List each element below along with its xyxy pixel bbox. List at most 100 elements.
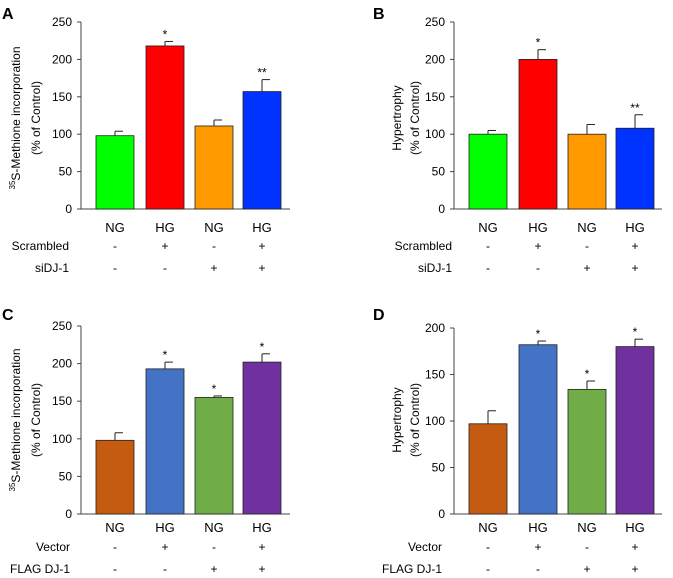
bar (518, 59, 558, 210)
condition-mark: - (486, 239, 490, 253)
bar (194, 397, 234, 515)
y-tick-label: 150 (425, 368, 445, 382)
condition-row-label: Vector (36, 540, 70, 554)
condition-mark: - (585, 540, 589, 554)
y-tick-label: 0 (65, 202, 72, 216)
category-label: HG (528, 520, 548, 535)
condition-mark: - (163, 261, 167, 275)
bar (194, 125, 234, 210)
category-label: NG (204, 520, 224, 535)
y-tick-label: 150 (425, 90, 445, 104)
condition-mark: - (536, 562, 540, 576)
y-axis-title: 35S-Methione incorporation (8, 47, 23, 190)
bar (567, 133, 607, 210)
y-tick-label: 200 (425, 52, 445, 66)
y-axis-title-line2: (% of Control) (29, 81, 43, 155)
bar (145, 368, 185, 515)
category-label: NG (204, 220, 224, 235)
condition-row-label: siDJ-1 (35, 261, 69, 275)
panel-letter: C (2, 307, 14, 324)
y-axis-title-line2: (% of Control) (408, 81, 422, 155)
significance-marker: ** (257, 66, 267, 80)
bar (95, 135, 135, 210)
condition-row-label: siDJ-1 (418, 261, 452, 275)
bar (468, 423, 508, 515)
condition-row-label: Scrambled (395, 239, 452, 253)
condition-mark: + (258, 261, 265, 275)
category-label: HG (252, 520, 272, 535)
condition-mark: - (113, 239, 117, 253)
y-axis-title: Hypertrophy (390, 387, 404, 452)
y-tick-label: 250 (52, 15, 72, 29)
y-tick-label: 250 (425, 15, 445, 29)
condition-mark: + (631, 562, 638, 576)
significance-marker: * (163, 27, 168, 41)
y-tick-label: 200 (425, 321, 445, 335)
category-label: NG (105, 220, 125, 235)
chart-panel-c: C 0 50 100 150 200 250 35S-Methione incorporati… (2, 307, 290, 576)
condition-mark: + (161, 540, 168, 554)
significance-marker: * (536, 327, 541, 341)
condition-mark: - (536, 261, 540, 275)
bar (615, 127, 655, 210)
category-label: HG (155, 220, 175, 235)
bar (242, 361, 282, 515)
condition-mark: + (534, 540, 541, 554)
condition-mark: + (210, 261, 217, 275)
condition-row-label: FLAG DJ-1 (382, 562, 442, 576)
panel-letter: B (373, 6, 385, 23)
y-tick-label: 100 (52, 127, 72, 141)
category-label: HG (252, 220, 272, 235)
condition-mark: - (486, 261, 490, 275)
bar (567, 388, 607, 515)
condition-mark: - (212, 239, 216, 253)
condition-mark: + (258, 540, 265, 554)
significance-marker: * (260, 340, 265, 354)
chart-panel-b: B 0 50 100 150 200 250 Hypertrophy (% of Control… (373, 6, 662, 275)
y-axis-title: 35S-Methione incorporation (8, 349, 23, 492)
significance-marker: * (536, 36, 541, 50)
panel-letter: D (373, 307, 385, 324)
y-axis-title-superscript: 35 (8, 180, 17, 189)
bar (242, 91, 282, 210)
y-axis-title-main: S-Methione incorporation (9, 349, 23, 483)
condition-mark: + (534, 239, 541, 253)
condition-mark: + (258, 239, 265, 253)
condition-mark: - (486, 562, 490, 576)
y-tick-label: 250 (52, 319, 72, 333)
y-tick-label: 100 (52, 432, 72, 446)
significance-marker: ** (630, 101, 640, 115)
y-tick-label: 50 (432, 165, 446, 179)
condition-mark: - (585, 239, 589, 253)
significance-marker: * (163, 348, 168, 362)
y-tick-label: 0 (65, 507, 72, 521)
condition-mark: - (212, 540, 216, 554)
y-axis-title-line2: (% of Control) (408, 383, 422, 457)
category-label: NG (105, 520, 125, 535)
condition-mark: + (631, 239, 638, 253)
category-label: NG (478, 520, 498, 535)
category-label: NG (478, 220, 498, 235)
y-tick-label: 150 (52, 394, 72, 408)
y-axis-title: Hypertrophy (390, 85, 404, 150)
bar (145, 45, 185, 210)
condition-row-label: Scrambled (12, 239, 69, 253)
y-tick-label: 50 (432, 461, 446, 475)
condition-mark: - (113, 562, 117, 576)
y-tick-label: 0 (438, 507, 445, 521)
significance-marker: * (212, 382, 217, 396)
condition-mark: - (486, 540, 490, 554)
bar (518, 344, 558, 515)
condition-row-label: Vector (408, 540, 442, 554)
bar (615, 346, 655, 515)
y-tick-label: 100 (425, 414, 445, 428)
y-tick-label: 200 (52, 357, 72, 371)
panel-letter: A (2, 6, 14, 23)
category-label: HG (155, 520, 175, 535)
y-tick-label: 100 (425, 127, 445, 141)
condition-mark: + (258, 562, 265, 576)
condition-mark: + (210, 562, 217, 576)
condition-mark: + (161, 239, 168, 253)
y-axis-title-main: S-Methione incorporation (9, 47, 23, 181)
